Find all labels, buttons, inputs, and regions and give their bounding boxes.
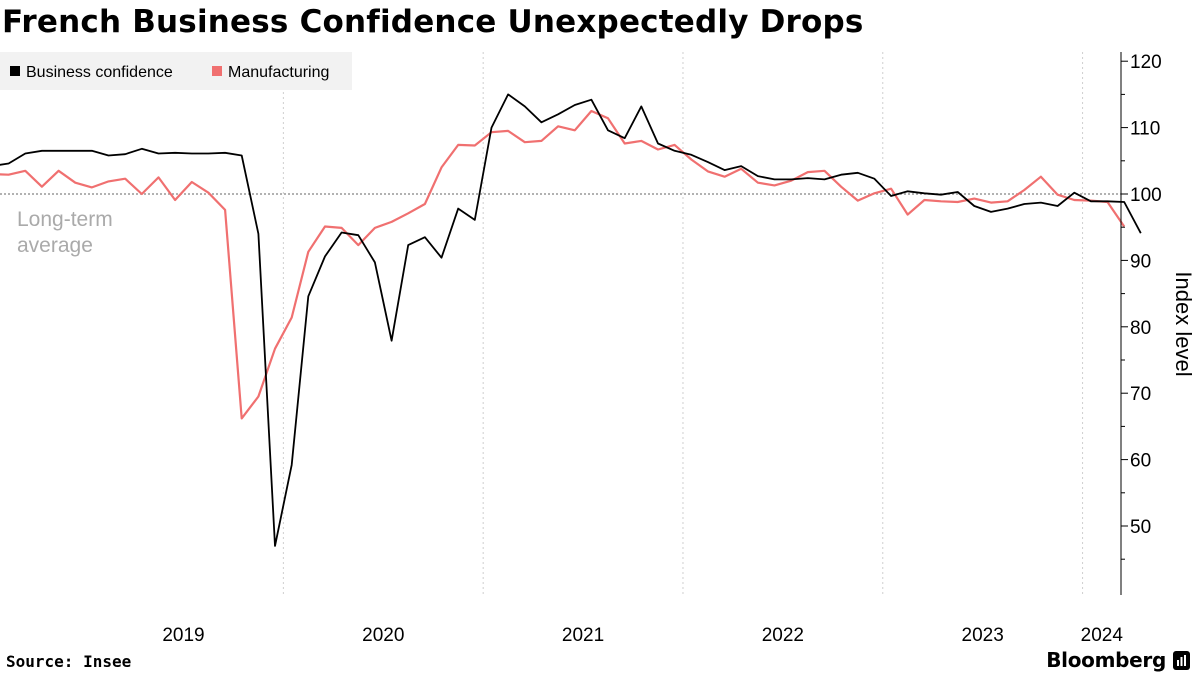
y-tick-label-70: 70 (1130, 384, 1151, 405)
series-group (0, 93, 1142, 547)
y-tick-label-100: 100 (1130, 185, 1162, 206)
reference-line-label-line-1: Long-term (17, 208, 113, 231)
y-axis-title: Index level (1171, 271, 1196, 376)
chart-title: French Business Confidence Unexpectedly … (2, 4, 864, 40)
y-tick-label-50: 50 (1130, 517, 1151, 538)
legend: Business confidence Manufacturing (0, 52, 352, 90)
legend-label-business-confidence: Business confidence (26, 64, 173, 81)
y-tick-label-110: 110 (1130, 119, 1160, 140)
series-line-manufacturing (0, 109, 1126, 420)
legend-background (0, 52, 352, 90)
y-axis: 2019 2020 2021 2022 2023 2024 50 60 70 80 90 100 110… (162, 52, 1162, 646)
x-tick-label-2021: 2021 (562, 625, 604, 646)
x-tick-label-2020: 2020 (362, 625, 404, 646)
grid (282, 52, 1084, 595)
legend-swatch-manufacturing (212, 66, 222, 76)
bloomberg-terminal-icon (1173, 651, 1190, 670)
bloomberg-logo: Bloomberg (1046, 648, 1166, 672)
x-tick-label-2019: 2019 (162, 625, 204, 646)
x-tick-label-2023: 2023 (962, 625, 1004, 646)
y-tick-label-120: 120 (1130, 52, 1162, 73)
x-tick-label-2022: 2022 (762, 625, 804, 646)
y-tick-label-60: 60 (1130, 451, 1151, 472)
legend-label-manufacturing: Manufacturing (228, 64, 329, 81)
y-tick-label-90: 90 (1130, 251, 1151, 272)
reference-line-label-line-2: average (17, 234, 93, 257)
y-tick-label-80: 80 (1130, 318, 1151, 339)
legend-swatch-business-confidence (10, 66, 20, 76)
x-tick-label-2024: 2024 (1081, 625, 1124, 646)
source-note: Source: Insee (6, 652, 132, 671)
series-line-business-confidence (0, 93, 1142, 547)
